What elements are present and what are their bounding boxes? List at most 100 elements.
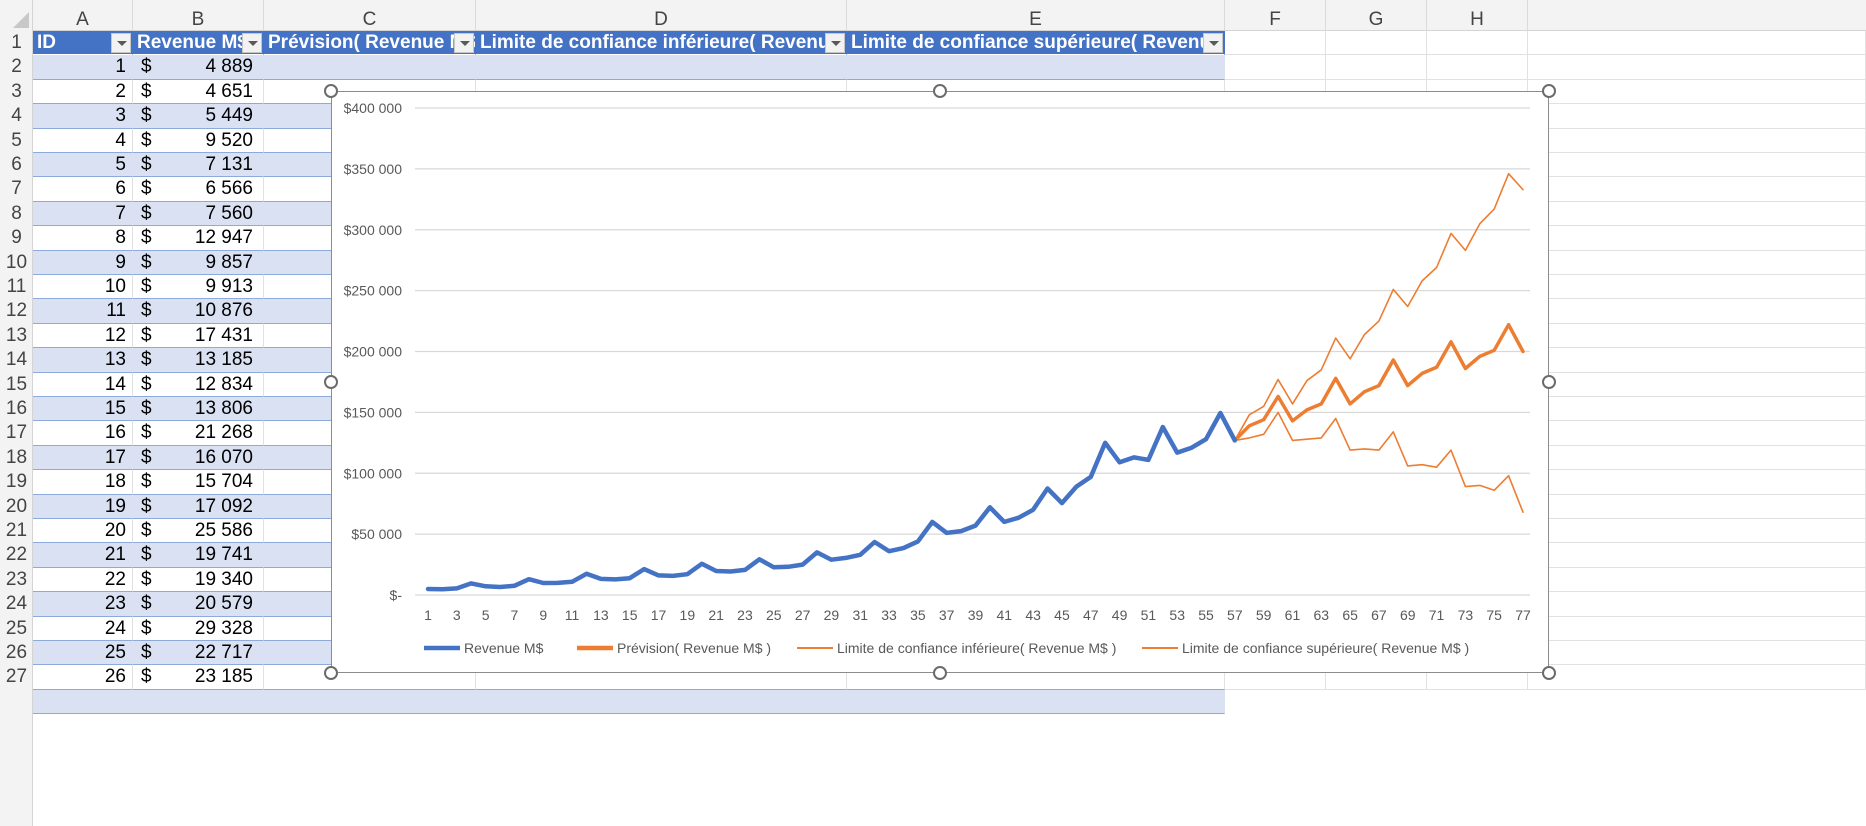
empty-cell[interactable] — [1528, 592, 1866, 617]
revenue-cell[interactable]: $17 431 — [133, 323, 264, 349]
id-cell[interactable]: 10 — [33, 275, 133, 300]
column-header-f[interactable]: F — [1225, 0, 1326, 31]
revenue-cell[interactable]: $29 328 — [133, 616, 264, 641]
row-header[interactable]: 8 — [11, 202, 22, 224]
row-header[interactable]: 10 — [5, 251, 28, 273]
id-cell[interactable]: 1 — [33, 55, 133, 80]
id-cell[interactable]: 16 — [33, 421, 133, 446]
id-cell[interactable]: 18 — [33, 470, 133, 495]
empty-table-cell[interactable] — [847, 55, 1225, 80]
resize-handle-bottom-right[interactable] — [1542, 666, 1556, 680]
row-header[interactable]: 16 — [5, 398, 28, 419]
revenue-cell[interactable]: $13 806 — [133, 397, 264, 422]
row-header[interactable]: 7 — [11, 178, 22, 200]
id-cell[interactable]: 17 — [33, 445, 133, 471]
filter-dropdown-button[interactable] — [825, 33, 845, 53]
empty-cell[interactable] — [1528, 616, 1866, 641]
id-cell[interactable]: 13 — [33, 348, 133, 373]
id-cell[interactable]: 14 — [33, 372, 133, 397]
row-header[interactable]: 2 — [11, 56, 22, 78]
column-header-a[interactable]: A — [33, 0, 133, 31]
id-cell[interactable]: 12 — [33, 323, 133, 349]
revenue-cell[interactable]: $9 520 — [133, 128, 264, 153]
revenue-cell[interactable]: $16 070 — [133, 445, 264, 471]
empty-cell[interactable] — [1528, 665, 1866, 690]
column-header-e[interactable]: E — [847, 0, 1225, 31]
revenue-cell[interactable]: $12 947 — [133, 226, 264, 251]
filter-dropdown-button[interactable] — [242, 33, 262, 53]
empty-cell[interactable] — [1528, 55, 1866, 80]
empty-cell[interactable] — [1528, 128, 1866, 153]
row-header[interactable]: 25 — [5, 617, 28, 639]
row-header[interactable]: 22 — [5, 544, 28, 566]
id-cell[interactable]: 23 — [33, 592, 133, 617]
revenue-cell[interactable]: $7 560 — [133, 201, 264, 227]
resize-handle-top-right[interactable] — [1542, 84, 1556, 98]
row-header[interactable]: 27 — [5, 666, 28, 688]
id-cell[interactable]: 19 — [33, 494, 133, 519]
row-header[interactable]: 4 — [11, 105, 22, 127]
empty-cell[interactable] — [1326, 55, 1427, 80]
empty-cell[interactable] — [1528, 323, 1866, 349]
id-cell[interactable]: 5 — [33, 153, 133, 178]
revenue-cell[interactable]: $19 340 — [133, 567, 264, 593]
column-header-g[interactable]: G — [1326, 0, 1427, 31]
empty-cell[interactable] — [1528, 421, 1866, 446]
revenue-cell[interactable]: $19 741 — [133, 543, 264, 568]
revenue-cell[interactable]: $4 651 — [133, 79, 264, 105]
empty-cell[interactable] — [1427, 55, 1528, 80]
row-header[interactable]: 20 — [5, 495, 28, 517]
empty-cell[interactable] — [1528, 153, 1866, 178]
revenue-cell[interactable]: $12 834 — [133, 372, 264, 397]
revenue-cell[interactable]: $13 185 — [133, 348, 264, 373]
empty-cell[interactable] — [1225, 31, 1326, 56]
empty-cell[interactable] — [1528, 299, 1866, 324]
resize-handle-left[interactable] — [324, 375, 338, 389]
id-cell[interactable]: 20 — [33, 519, 133, 544]
revenue-cell[interactable]: $17 092 — [133, 494, 264, 519]
empty-cell[interactable] — [1528, 177, 1866, 202]
revenue-cell[interactable]: $9 857 — [133, 250, 264, 275]
revenue-cell[interactable]: $15 704 — [133, 470, 264, 495]
empty-cell[interactable] — [1427, 31, 1528, 56]
table-header-cell[interactable]: Revenue M$ — [133, 31, 264, 56]
column-header-i[interactable] — [1528, 0, 1866, 31]
resize-handle-bottom-left[interactable] — [324, 666, 338, 680]
select-all-corner[interactable] — [0, 0, 33, 31]
row-header[interactable]: 9 — [11, 227, 22, 249]
empty-cell[interactable] — [1528, 348, 1866, 373]
revenue-cell[interactable]: $21 268 — [133, 421, 264, 446]
empty-cell[interactable] — [1528, 519, 1866, 544]
resize-handle-right[interactable] — [1542, 375, 1556, 389]
table-cell[interactable] — [33, 689, 1225, 715]
revenue-cell[interactable]: $23 185 — [133, 665, 264, 690]
row-header[interactable]: 14 — [5, 349, 28, 371]
id-cell[interactable]: 15 — [33, 397, 133, 422]
empty-table-cell[interactable] — [476, 55, 847, 80]
empty-cell[interactable] — [1427, 665, 1528, 690]
resize-handle-top[interactable] — [933, 84, 947, 98]
id-cell[interactable]: 8 — [33, 226, 133, 251]
empty-cell[interactable] — [1528, 226, 1866, 251]
row-header[interactable]: 3 — [11, 80, 22, 102]
row-header[interactable]: 17 — [5, 422, 28, 444]
row-header[interactable]: 15 — [5, 373, 28, 395]
table-header-cell[interactable]: Limite de confiance inférieure( Revenue … — [476, 31, 847, 56]
table-header-cell[interactable]: Limite de confiance supérieure( Revenue … — [847, 31, 1225, 56]
empty-cell[interactable] — [1326, 665, 1427, 690]
empty-cell[interactable] — [1528, 372, 1866, 397]
empty-cell[interactable] — [1528, 31, 1866, 56]
revenue-cell[interactable]: $9 913 — [133, 275, 264, 300]
row-header[interactable]: 24 — [5, 593, 28, 615]
revenue-cell[interactable]: $20 579 — [133, 592, 264, 617]
row-header[interactable]: 13 — [5, 324, 28, 346]
id-cell[interactable]: 9 — [33, 250, 133, 275]
id-cell[interactable]: 3 — [33, 104, 133, 129]
id-cell[interactable]: 2 — [33, 79, 133, 105]
column-header-h[interactable]: H — [1427, 0, 1528, 31]
row-header[interactable]: 26 — [5, 642, 28, 663]
row-header[interactable]: 23 — [5, 568, 28, 590]
table-header-cell[interactable]: Prévision( Revenue M$ ) — [264, 31, 476, 56]
revenue-cell[interactable]: $7 131 — [133, 153, 264, 178]
empty-cell[interactable] — [1326, 31, 1427, 56]
